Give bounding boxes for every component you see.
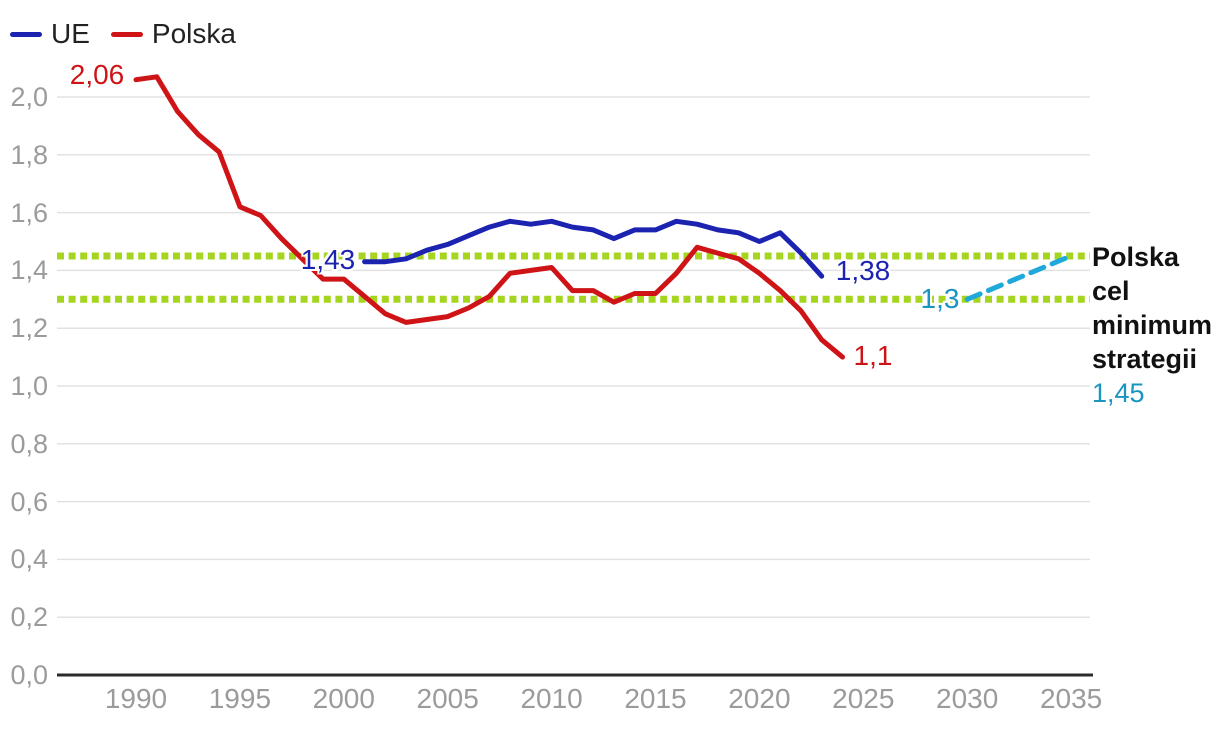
value-annotation: 2,06 — [69, 59, 125, 90]
target-note-line: Polska — [1092, 242, 1180, 272]
x-axis-tick-label: 2005 — [416, 683, 479, 714]
y-axis-tick-label: 1,4 — [10, 255, 48, 286]
series-line-polska — [133, 74, 845, 360]
y-axis-tick-label: 0,6 — [10, 486, 48, 517]
x-axis-tick-label: 1995 — [208, 683, 272, 714]
x-axis-tick-label: 1990 — [104, 683, 168, 714]
target-note-line: cel — [1092, 276, 1130, 306]
y-axis-tick-label: 1,8 — [10, 139, 48, 170]
target-note-text: Polska cel minimum strategii — [1092, 240, 1220, 376]
x-axis-tick-label: 2025 — [832, 683, 895, 714]
value-annotation: 1,38 — [835, 255, 891, 286]
y-axis-tick-label: 1,6 — [10, 197, 48, 228]
target-note: Polska cel minimum strategii 1,45 — [1092, 240, 1220, 410]
legend-line-swatch — [10, 31, 42, 37]
legend-item-ue: UE — [10, 18, 90, 50]
x-axis-tick-label: 2010 — [520, 683, 583, 714]
target-note-line: strategii — [1092, 344, 1198, 374]
x-axis-tick-label: 2000 — [312, 683, 375, 714]
legend-item-polska: Polska — [110, 18, 236, 50]
y-axis-tick-label: 1,0 — [10, 371, 48, 401]
y-axis-tick-label: 0,8 — [10, 428, 48, 459]
y-axis-tick-label: 1,2 — [10, 313, 48, 344]
legend-label: Polska — [151, 18, 236, 49]
target-note-line: minimum — [1092, 310, 1213, 340]
target-note-value: 1,45 — [1092, 378, 1145, 408]
x-axis-tick-label: 2030 — [936, 683, 999, 714]
x-axis-tick-label: 2015 — [624, 683, 687, 714]
y-axis-tick-label: 0,2 — [10, 602, 48, 633]
y-axis-tick-label: 0,0 — [10, 660, 48, 690]
series-line-polska-cel-minimum-strategii — [964, 253, 1074, 302]
value-annotation: 1,43 — [300, 244, 356, 275]
y-axis-tick-label: 2,0 — [10, 82, 48, 112]
series-line-ue — [362, 218, 825, 279]
chart-legend: UE Polska — [10, 18, 257, 50]
x-axis-tick-label: 2035 — [1039, 683, 1103, 714]
y-axis-tick-label: 0,4 — [10, 544, 48, 575]
legend-line-swatch — [110, 31, 143, 37]
value-annotation: 1,1 — [853, 340, 893, 371]
value-annotation: 1,3 — [920, 283, 960, 314]
legend-label: UE — [51, 18, 90, 49]
x-axis-tick-label: 2020 — [728, 683, 791, 714]
